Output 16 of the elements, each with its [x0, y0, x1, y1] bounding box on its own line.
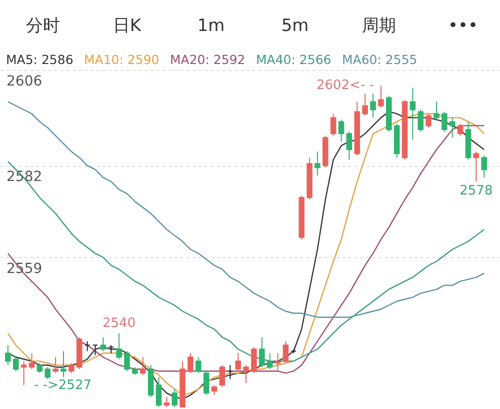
annotation: 分时	[26, 16, 60, 36]
text: MA10: 2590	[84, 52, 160, 67]
annotation: 2602<- -	[316, 78, 374, 93]
annotation: 2540	[102, 316, 136, 332]
annotation: 1m	[197, 16, 225, 36]
text: MA20: 2592	[170, 52, 246, 67]
annotation: 日K	[112, 16, 142, 36]
annotation: •••	[448, 16, 478, 36]
annotation: 2578	[460, 184, 493, 199]
text: MA5: 2586	[6, 52, 74, 67]
text: MA40: 2566	[256, 52, 332, 67]
annotation: 5m	[281, 16, 309, 36]
text: MA60: 2555	[342, 52, 418, 67]
annotation: - ->2527	[34, 378, 92, 393]
annotation: 周期	[362, 16, 396, 36]
y-tick-label: 2606	[6, 73, 42, 90]
